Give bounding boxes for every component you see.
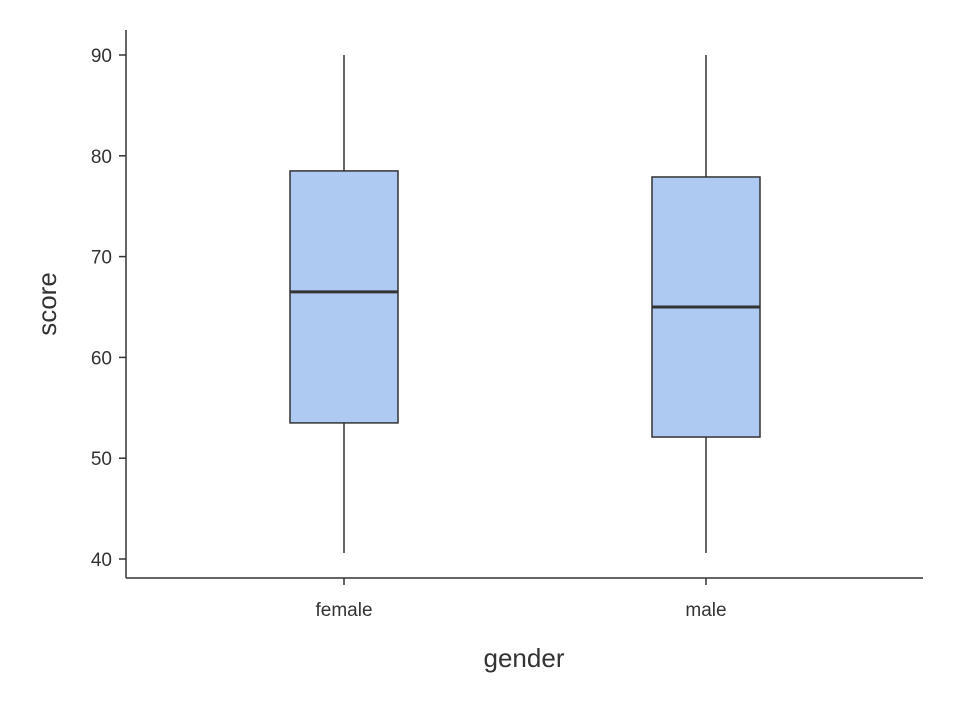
y-ticks: 40 50 60 70 80 90	[91, 46, 126, 571]
plot-area	[289, 55, 761, 553]
y-axis-label: score	[32, 272, 62, 336]
box-male	[651, 55, 761, 553]
y-tick-label: 80	[91, 147, 112, 168]
iqr-box	[289, 170, 399, 424]
x-tick-label: male	[685, 600, 726, 621]
x-ticks: female male	[315, 578, 727, 621]
box-female	[289, 55, 399, 553]
y-tick-label: 60	[91, 348, 112, 369]
y-tick-label: 40	[91, 550, 112, 571]
x-axis-label: gender	[484, 643, 565, 673]
y-tick-label: 50	[91, 449, 112, 470]
y-tick-label: 70	[91, 248, 112, 269]
x-tick-label: female	[315, 600, 372, 621]
y-tick-label: 90	[91, 46, 112, 67]
